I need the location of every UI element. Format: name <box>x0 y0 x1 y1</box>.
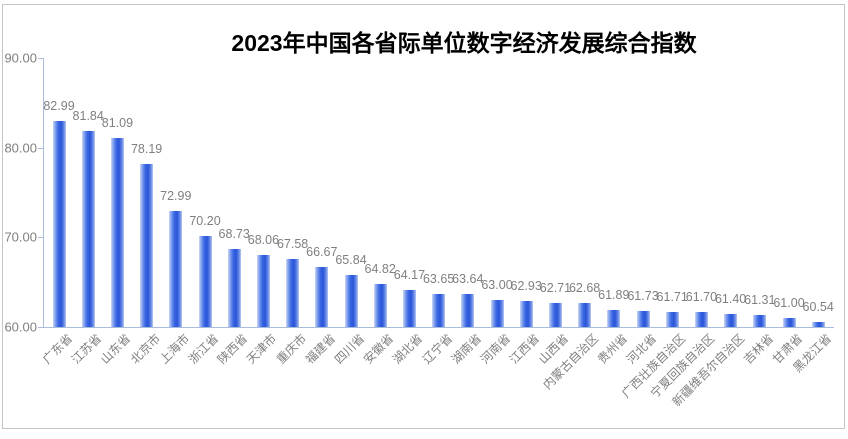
bar-value-label: 63.65 <box>422 272 455 287</box>
bar <box>432 294 446 327</box>
bar-value-label: 64.82 <box>364 261 396 276</box>
chart-title: 2023年中国各省际单位数字经济发展综合指数 <box>231 30 697 56</box>
y-tick-label: 60.00 <box>4 319 37 335</box>
y-tick-label: 70.00 <box>4 229 37 245</box>
bar-value-label: 61.31 <box>744 293 776 308</box>
bar-value-label: 62.71 <box>539 280 572 295</box>
bar-value-label: 68.06 <box>247 232 280 247</box>
bar <box>52 120 66 327</box>
bar <box>782 318 796 327</box>
bar <box>402 289 416 327</box>
bar-value-label: 78.19 <box>130 141 163 156</box>
bar <box>753 315 767 327</box>
bar-value-label: 66.67 <box>306 245 338 260</box>
bar-value-label: 61.70 <box>685 289 718 304</box>
bar-value-label: 61.71 <box>656 289 688 304</box>
bar <box>811 322 825 327</box>
bar-value-label: 62.68 <box>568 280 601 295</box>
bar <box>636 311 650 327</box>
bar-value-label: 61.89 <box>598 288 630 303</box>
bar <box>373 283 387 327</box>
bar-value-label: 61.00 <box>773 296 805 311</box>
bar <box>665 311 679 327</box>
bar-value-label: 63.64 <box>452 272 484 287</box>
bar-value-label: 67.58 <box>276 237 309 252</box>
x-axis-line <box>43 327 834 328</box>
y-tick-label: 90.00 <box>4 50 37 66</box>
y-axis-line <box>43 58 44 328</box>
bar-value-label: 72.99 <box>160 188 192 203</box>
bar-value-label: 81.84 <box>72 109 104 124</box>
bar <box>694 311 708 327</box>
bar <box>169 210 183 327</box>
bar <box>344 274 358 327</box>
bar <box>548 302 562 327</box>
bar <box>490 300 504 327</box>
y-tick-mark <box>38 147 43 149</box>
bar-value-label: 61.73 <box>627 289 659 304</box>
y-tick-mark <box>38 237 43 239</box>
bar-value-label: 65.84 <box>335 252 367 267</box>
bar <box>519 300 533 327</box>
bar-value-label: 82.99 <box>43 98 75 113</box>
bar-value-label: 70.20 <box>189 213 221 228</box>
bar <box>607 310 621 327</box>
bar <box>286 259 300 327</box>
bar-value-label: 61.40 <box>714 292 747 307</box>
bar <box>578 302 592 327</box>
bar <box>256 254 270 327</box>
bar <box>140 163 154 327</box>
bar <box>315 267 329 327</box>
bar <box>724 314 738 327</box>
y-tick-mark <box>38 327 43 328</box>
bar-value-label: 63.00 <box>481 278 513 293</box>
bar-value-label: 62.93 <box>510 278 542 293</box>
bar <box>461 294 475 327</box>
bar <box>110 137 124 327</box>
bar-value-label: 68.73 <box>218 226 250 241</box>
y-tick-mark <box>38 58 43 59</box>
bar-value-label: 81.09 <box>101 115 134 130</box>
y-tick-label: 80.00 <box>4 140 37 156</box>
bar-value-label: 64.17 <box>393 267 426 282</box>
bar <box>198 235 212 327</box>
bar-value-label: 60.54 <box>802 300 834 315</box>
bar <box>227 248 241 327</box>
bar <box>81 131 95 327</box>
